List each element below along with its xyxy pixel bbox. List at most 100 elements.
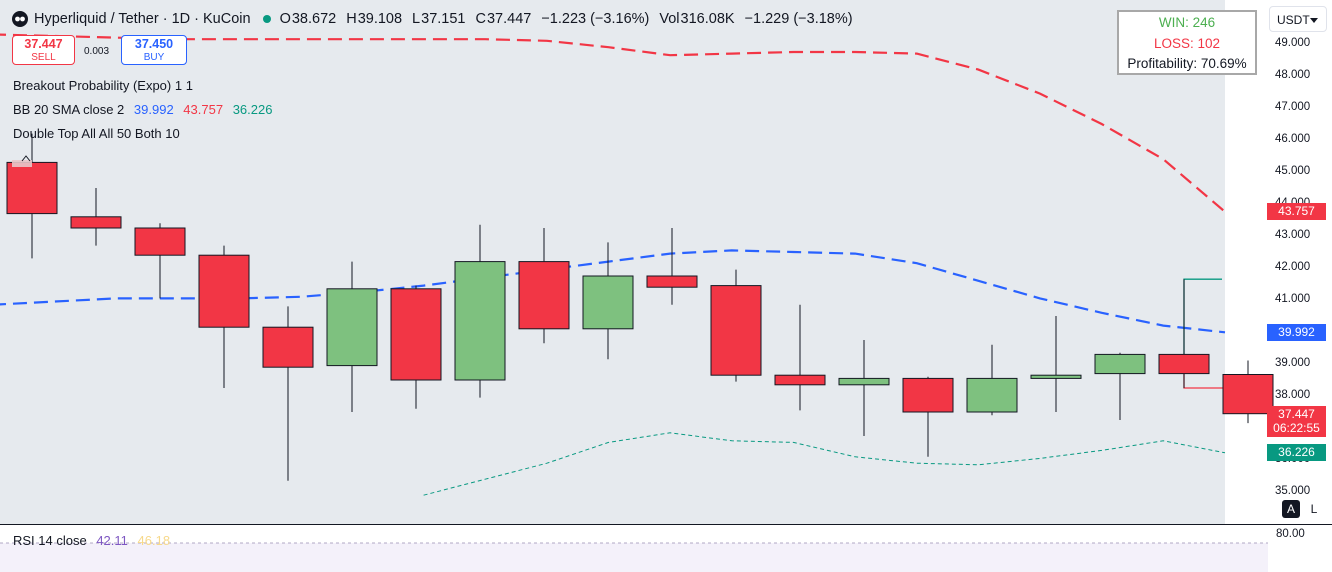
bb-upper-tag-value: 43.757 bbox=[1278, 204, 1315, 219]
loss-count: LOSS: 102 bbox=[1153, 35, 1221, 51]
candle bbox=[710, 269, 762, 382]
indicator-bollinger-bands[interactable]: BB 20 SMA close 2 39.992 43.757 36.226 bbox=[13, 102, 272, 117]
candle bbox=[134, 223, 186, 299]
win-loss-table: WIN: 246 LOSS: 102 Profitability: 70.69% bbox=[1117, 10, 1257, 75]
bb-basis-tag: 39.992 bbox=[1267, 323, 1326, 341]
open-key: O bbox=[279, 11, 291, 27]
bb-lower-value: 36.226 bbox=[232, 102, 273, 117]
sell-label: SELL bbox=[31, 52, 56, 63]
candle bbox=[70, 188, 122, 246]
candle bbox=[390, 285, 442, 409]
separator-dot: · bbox=[190, 11, 203, 27]
bb-upper-tag: 43.757 bbox=[1267, 203, 1326, 221]
candle-down-body bbox=[1158, 353, 1210, 375]
candle bbox=[198, 245, 250, 388]
log-scale-button[interactable]: L bbox=[1310, 502, 1318, 516]
price-axis-label: 48.000 bbox=[1275, 69, 1311, 81]
price-axis-label: 43.000 bbox=[1275, 229, 1311, 241]
rsi-value: 42.11 bbox=[96, 533, 128, 548]
candle bbox=[646, 228, 698, 305]
candle-down-body bbox=[902, 377, 954, 413]
spread-value: 0.003 bbox=[84, 46, 110, 57]
price-axis-label: 45.000 bbox=[1275, 165, 1311, 177]
sell-button[interactable]: 37.447 SELL bbox=[12, 35, 75, 65]
separator-dot: · bbox=[158, 11, 172, 27]
candle bbox=[582, 242, 634, 360]
currency-select[interactable]: USDT bbox=[1269, 6, 1327, 32]
indicator-title: Breakout Probability (Expo) 1 1 bbox=[13, 78, 193, 93]
rsi-legend[interactable]: RSI 14 close 42.11 46.18 bbox=[13, 533, 170, 548]
volume-change: −1.229 (−3.18%) bbox=[744, 11, 853, 27]
volume-key: Vol bbox=[659, 11, 680, 27]
chevron-down-icon bbox=[1310, 18, 1318, 23]
price-axis-label: 47.000 bbox=[1275, 101, 1311, 113]
candle-down-body bbox=[1222, 373, 1274, 415]
currency-value: USDT bbox=[1277, 13, 1310, 27]
candle-down-body bbox=[262, 326, 314, 368]
candle bbox=[1222, 360, 1274, 424]
candle bbox=[774, 304, 826, 411]
bar-marker-icon bbox=[12, 155, 32, 167]
symbol-header: Hyperliquid / Tether · 1D · KuCoin O 38.6… bbox=[12, 9, 853, 29]
high-value: 39.108 bbox=[357, 11, 403, 27]
candle-down-body bbox=[134, 227, 186, 256]
interval[interactable]: 1D bbox=[171, 11, 191, 27]
candle-down-body bbox=[6, 161, 58, 215]
open-value: 38.672 bbox=[291, 11, 337, 27]
auto-scale-button[interactable]: A bbox=[1282, 500, 1300, 518]
candle-down-body bbox=[646, 275, 698, 288]
candle bbox=[454, 224, 506, 398]
exchange-name: KuCoin bbox=[203, 11, 251, 27]
bb-upper-line bbox=[0, 33, 1226, 213]
market-status-icon[interactable] bbox=[262, 15, 271, 23]
buy-button[interactable]: 37.450 BUY bbox=[121, 35, 187, 65]
candle-up-body bbox=[1030, 374, 1082, 379]
candles-layer bbox=[6, 133, 1274, 481]
win-count: WIN: 246 bbox=[1158, 15, 1216, 30]
close-key: C bbox=[475, 11, 486, 27]
candle bbox=[518, 228, 570, 344]
indicator-double-top[interactable]: Double Top All All 50 Both 10 bbox=[13, 126, 180, 141]
close-value: 37.447 bbox=[486, 11, 532, 27]
indicator-breakout-probability[interactable]: Breakout Probability (Expo) 1 1 bbox=[13, 78, 193, 93]
candle-down-body bbox=[198, 254, 250, 328]
rsi-band bbox=[0, 543, 1268, 572]
candle-up-body bbox=[838, 377, 890, 386]
last-price-tag: 37.447 06:22:55 bbox=[1267, 405, 1326, 437]
candle-up-body bbox=[326, 288, 378, 367]
bb-lower-tag: 36.226 bbox=[1267, 444, 1326, 462]
candle bbox=[902, 376, 954, 457]
bb-basis-value: 39.992 bbox=[133, 102, 174, 117]
profitability-value: Profitability: 70.69% bbox=[1127, 56, 1247, 71]
candle bbox=[1094, 352, 1146, 420]
sell-price: 37.447 bbox=[24, 37, 63, 51]
rsi-ma-value: 46.18 bbox=[137, 533, 171, 548]
candle-down-body bbox=[70, 216, 122, 229]
candle-down-body bbox=[710, 285, 762, 376]
symbol-name[interactable]: Hyperliquid / Tether bbox=[34, 11, 159, 27]
buy-price: 37.450 bbox=[134, 37, 174, 51]
bb-basis-tag-value: 39.992 bbox=[1278, 324, 1315, 339]
last-price-value: 37.447 bbox=[1278, 406, 1315, 421]
low-value: 37.151 bbox=[421, 11, 466, 27]
indicator-title: BB 20 SMA close 2 bbox=[13, 102, 125, 117]
price-axis-label: 35.000 bbox=[1275, 485, 1311, 497]
rsi-title: RSI 14 close bbox=[13, 533, 87, 548]
low-key: L bbox=[412, 11, 421, 27]
candle bbox=[1030, 316, 1082, 412]
bar-countdown: 06:22:55 bbox=[1273, 420, 1320, 435]
price-axis-label: 42.000 bbox=[1275, 261, 1311, 273]
bb-lower-line bbox=[423, 432, 1226, 496]
price-axis-label: 46.000 bbox=[1275, 133, 1311, 145]
candle bbox=[838, 340, 890, 436]
candle bbox=[1158, 279, 1210, 388]
price-axis-label: 39.000 bbox=[1275, 357, 1311, 369]
candle-up-body bbox=[966, 377, 1018, 413]
indicator-title: Double Top All All 50 Both 10 bbox=[13, 126, 180, 141]
bb-upper-value: 43.757 bbox=[183, 102, 224, 117]
high-key: H bbox=[346, 11, 357, 27]
exchange-logo-icon bbox=[12, 11, 28, 27]
price-axis-label: 38.000 bbox=[1275, 389, 1311, 401]
candle bbox=[262, 306, 314, 481]
